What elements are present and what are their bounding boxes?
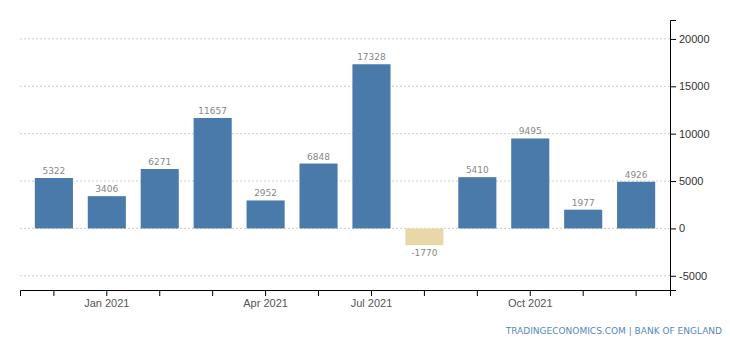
y-tick-label: 0 [679,222,685,234]
bars [35,64,655,245]
data-label: 5410 [466,165,489,175]
y-tick-mark [670,228,676,229]
x-tick: Apr 2021 [243,290,288,309]
x-tick [424,290,425,296]
x-tick-mark [53,290,54,296]
data-label: 6271 [148,157,171,167]
bar [458,177,496,228]
y-tick-mark [670,86,676,87]
x-axis-line [21,291,671,297]
grid-line [20,86,670,87]
x-tick-mark [106,290,107,296]
x-tick [636,290,637,296]
data-label: 3406 [95,184,118,194]
x-tick: Oct 2021 [508,290,553,309]
grid [20,39,670,276]
y-tick: 20000 [670,33,710,45]
x-tick-mark [371,290,372,296]
x-tick [477,290,478,296]
bar [511,138,549,228]
grid-line [20,275,670,276]
x-tick-mark [530,290,531,296]
y-tick: 5000 [670,175,703,187]
y-tick: 15000 [670,80,710,92]
x-tick-label: Jul 2021 [351,297,393,309]
x-axis: Jan 2021 Apr 2021 Jul 2021 Oct 2021 [21,290,671,309]
bar [617,182,655,229]
bar [564,210,602,229]
y-tick-mark [670,181,676,182]
y-tick: 0 [670,222,685,234]
annotation: TRADINGECONOMICS.COM | BANK OF ENGLAND [505,326,722,336]
y-tick-mark [670,134,676,135]
chart: 5322 3406 6271 11657 2952 6848 17328 -1770 5410 9… [0,0,730,340]
x-tick [583,290,584,296]
grid-line [20,38,670,39]
y-tick-label: 5000 [679,175,703,187]
x-tick-mark [159,290,160,296]
y-tick-label: 15000 [679,80,710,92]
data-label: 4926 [625,170,648,180]
bar [194,118,232,228]
x-tick [318,290,319,296]
x-tick [53,290,54,296]
plot: 5322 3406 6271 11657 2952 6848 17328 -1770 5410 9… [20,21,710,309]
bar [299,164,337,229]
x-tick-mark [265,290,266,296]
bar [88,196,126,228]
data-label: 11657 [198,106,227,116]
data-label: 2952 [254,188,277,198]
y-tick-label: -5000 [679,270,707,282]
y-tick-label: 10000 [679,128,710,140]
data-label: 5322 [42,166,65,176]
x-tick-label: Jan 2021 [84,297,129,309]
x-tick [212,290,213,296]
x-tick-mark [583,290,584,296]
y-tick-label: 20000 [679,33,710,45]
y-axis-line [671,21,677,291]
bar [247,200,285,228]
data-label: -1770 [411,248,437,258]
bar [405,228,443,245]
x-tick-mark [636,290,637,296]
data-label: 17328 [357,52,386,62]
bar [352,64,390,228]
x-tick [159,290,160,296]
x-tick-label: Oct 2021 [508,297,553,309]
bar [35,178,73,228]
data-label: 6848 [307,152,330,162]
x-tick-mark [477,290,478,296]
y-axis: -5000 0 5000 10000 15000 20000 [670,21,710,291]
grid-line [20,181,670,182]
x-tick-label: Apr 2021 [243,297,288,309]
x-tick: Jan 2021 [84,290,129,309]
grid-line [20,133,670,134]
x-tick-mark [212,290,213,296]
data-label: 9495 [519,126,542,136]
x-tick-mark [318,290,319,296]
y-tick-mark [670,276,676,277]
y-tick-mark [670,39,676,40]
bar [141,169,179,228]
x-tick: Jul 2021 [351,290,393,309]
data-label: 1977 [572,198,595,208]
x-tick-mark [424,290,425,296]
data-labels: 5322 3406 6271 11657 2952 6848 17328 -1770 5410 9… [42,52,647,258]
y-tick: 10000 [670,128,710,140]
y-tick: -5000 [670,270,707,282]
